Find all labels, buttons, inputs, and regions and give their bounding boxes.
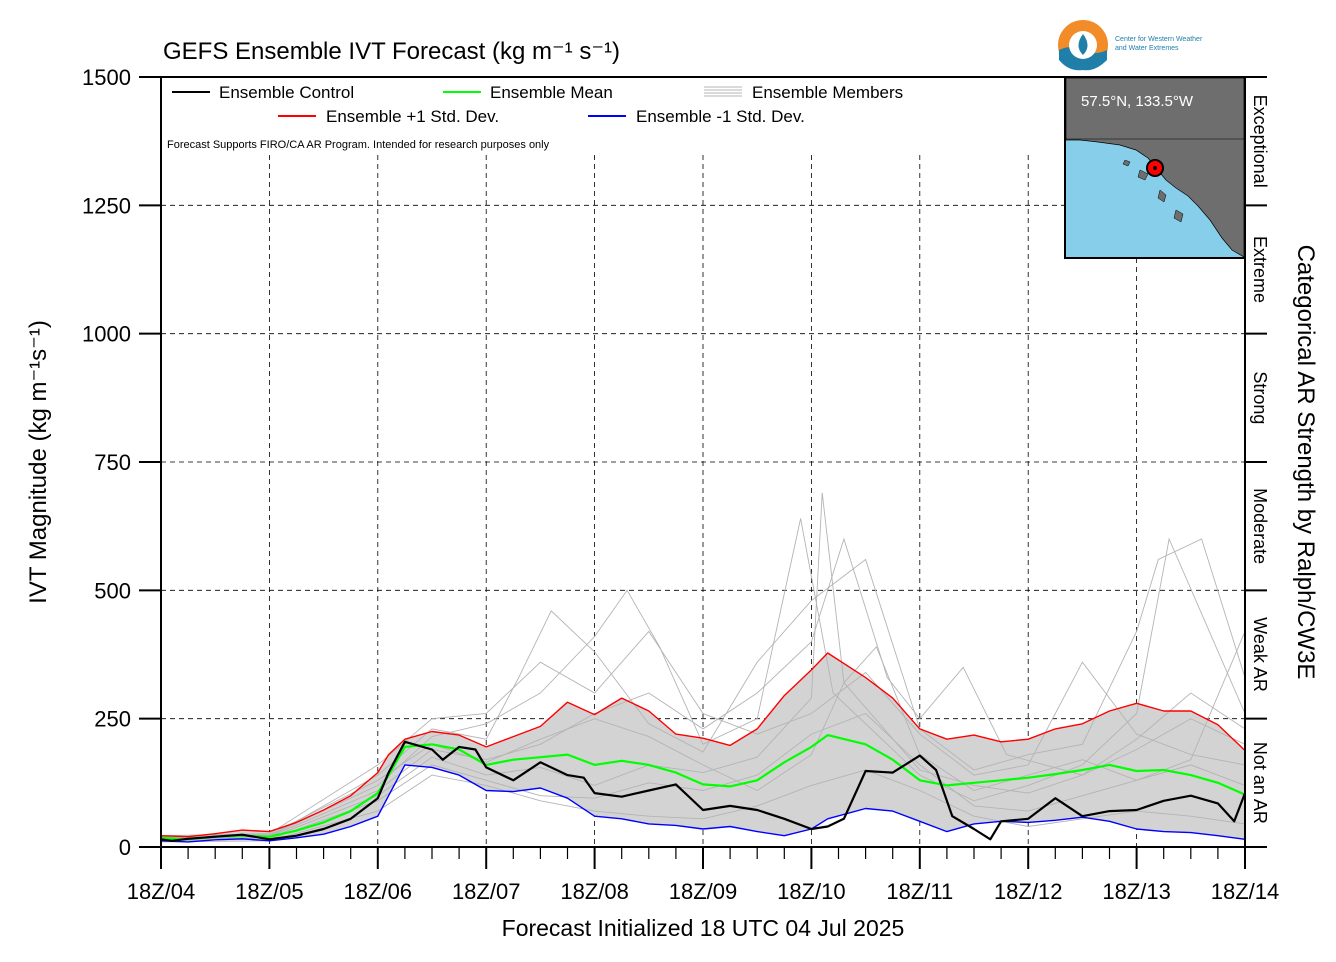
x-tick-label: 18Z/10: [777, 879, 846, 904]
cw3e-logo: Center for Western Weather and Water Ext…: [1058, 20, 1203, 71]
category-label: Weak AR: [1250, 617, 1270, 692]
series-line-mean: [160, 733, 1246, 841]
category-label: Extreme: [1250, 236, 1270, 303]
water-drop-icon: [1078, 34, 1088, 55]
member-line-7: [160, 769, 1246, 843]
member-line-5: [160, 631, 1246, 842]
category-label: Moderate: [1250, 488, 1270, 564]
y-tick-label: 1250: [82, 193, 131, 218]
member-line-1: [160, 645, 1246, 838]
x-axis: 18Z/04 18Z/05 18Z/06 18Z/07 18Z/08 18Z/09 18Z/…: [127, 847, 1280, 904]
x-tick-label: 18Z/05: [235, 879, 304, 904]
legend-label-members: Ensemble Members: [752, 83, 903, 102]
series-line-minus-std: [160, 764, 1246, 843]
x-tick-label: 18Z/04: [127, 879, 196, 904]
std-dev-spread: [161, 653, 1245, 842]
logo-text-line2: and Water Extremes: [1115, 45, 1179, 52]
y-tick-label: 500: [94, 578, 131, 603]
legend-label-control: Ensemble Control: [219, 83, 354, 102]
category-label: Exceptional: [1250, 95, 1270, 188]
location-marker-center: [1153, 166, 1157, 170]
map-land: [1065, 77, 1245, 258]
y-tick-label: 250: [94, 707, 131, 732]
legend-label-plus-std: Ensemble +1 Std. Dev.: [326, 107, 499, 126]
member-line-3: [160, 518, 1246, 839]
right-axis-title: Categorical AR Strength by Ralph/CW3E: [1292, 245, 1319, 680]
y-axis: 0 250 500 750 1000 1250 1500: [82, 65, 161, 860]
series-line-control: [160, 740, 1247, 842]
series-line-plus-std: [160, 652, 1246, 838]
legend: Ensemble Control Ensemble Mean Ensemble …: [167, 83, 903, 151]
disclaimer-text: Forecast Supports FIRO/CA AR Program. In…: [167, 139, 550, 151]
logo-text-line1: Center for Western Weather: [1115, 36, 1203, 43]
y-tick-label: 1500: [82, 65, 131, 90]
x-tick-label: 18Z/07: [452, 879, 521, 904]
legend-label-minus-std: Ensemble -1 Std. Dev.: [636, 107, 805, 126]
x-tick-label: 18Z/12: [994, 879, 1063, 904]
category-axis: Not an AR Weak AR Moderate Strong Extreme Exc…: [1245, 76, 1270, 848]
map-islands: [1122, 159, 1184, 223]
location-label: 57.5°N, 133.5°W: [1081, 93, 1194, 110]
legend-swatch-members: [704, 86, 742, 97]
spread-fill: [161, 653, 1245, 842]
member-line-4: [160, 538, 1246, 840]
x-tick-label: 18Z/13: [1102, 879, 1171, 904]
category-label: Strong: [1250, 371, 1270, 424]
y-tick-label: 0: [119, 835, 131, 860]
member-line-6: [160, 630, 1246, 837]
category-label: Not an AR: [1250, 742, 1270, 824]
legend-label-mean: Ensemble Mean: [490, 83, 613, 102]
x-axis-title: Forecast Initialized 18 UTC 04 Jul 2025: [502, 915, 905, 941]
x-tick-label: 18Z/08: [560, 879, 629, 904]
series-lines: [160, 652, 1247, 843]
x-tick-label: 18Z/11: [886, 879, 953, 904]
map-inset: 57.5°N, 133.5°W: [1064, 76, 1246, 259]
member-line-2: [160, 492, 1246, 841]
x-tick-label: 18Z/14: [1211, 879, 1280, 904]
x-tick-label: 18Z/06: [344, 879, 413, 904]
x-tick-label: 18Z/09: [669, 879, 738, 904]
ensemble-members: [160, 492, 1246, 843]
chart-title: GEFS Ensemble IVT Forecast (kg m⁻¹ s⁻¹): [163, 38, 620, 65]
y-axis-title: IVT Magnitude (kg m⁻¹s⁻¹): [25, 320, 52, 604]
y-tick-label: 1000: [82, 322, 131, 347]
y-tick-label: 750: [94, 450, 131, 475]
